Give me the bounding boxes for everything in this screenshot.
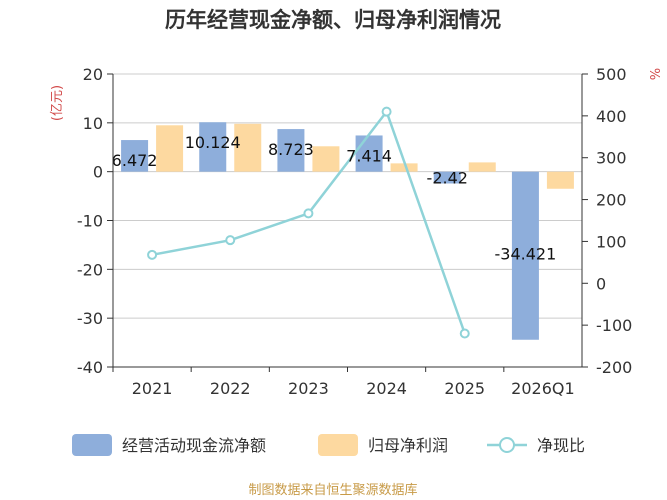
left-axis-tick-label: -10: [77, 212, 103, 231]
bar-cash-flow: [121, 140, 149, 172]
x-axis-tick-label: 2021: [132, 379, 173, 398]
right-axis-tick-label: 100: [596, 232, 627, 251]
ratio-point: [225, 235, 236, 246]
ratio-point: [459, 328, 470, 339]
bar-cash-flow: [433, 171, 461, 184]
left-axis-tick-label: -30: [77, 309, 103, 328]
legend-label: 归母净利润: [368, 436, 448, 455]
left-axis-tick-label: 0: [93, 163, 103, 182]
bar-net-profit: [312, 146, 340, 172]
ratio-point: [303, 208, 314, 219]
chart-title: 历年经营现金净额、归母净利润情况: [165, 8, 501, 32]
ratio-line: [147, 106, 470, 339]
legend-swatch: [72, 434, 112, 456]
bar-cash-flow: [199, 122, 227, 172]
right-axis-unit: %: [646, 68, 661, 80]
bar-cash-flow: [355, 135, 383, 172]
bar-net-profit: [234, 123, 262, 172]
legend-label: 经营活动现金流净额: [122, 436, 266, 455]
cash-flow-value-label: 7.414: [346, 146, 392, 165]
axes: 20100-10-20-30-40(亿元)5004003002001000-10…: [50, 65, 661, 398]
legend-swatch-marker: [499, 437, 515, 453]
bar-cash-flow: [277, 129, 305, 172]
left-axis-tick-label: -40: [77, 358, 103, 377]
right-axis-tick-label: 200: [596, 191, 627, 210]
cash-flow-value-label: -2.42: [427, 169, 468, 188]
right-axis-tick-label: 300: [596, 149, 627, 168]
cash-flow-value-label: 8.723: [268, 140, 314, 159]
cash-flow-value-label: -34.421: [495, 245, 557, 264]
bar-net-profit: [390, 163, 418, 172]
legend: 经营活动现金流净额 归母净利润 净现比: [72, 434, 585, 456]
left-axis-unit: (亿元): [50, 85, 65, 121]
x-axis-tick-label: 2023: [288, 379, 329, 398]
right-axis-tick-label: 0: [596, 274, 606, 293]
legend-label: 净现比: [537, 436, 585, 455]
right-axis-tick-label: -100: [596, 316, 632, 335]
left-axis-tick-label: 20: [83, 65, 103, 84]
bar-net-profit: [546, 171, 574, 189]
x-axis-tick-label: 2025: [444, 379, 485, 398]
right-axis-tick-label: -200: [596, 358, 632, 377]
data-labels: 6.472 10.124 8.723 7.414 -2.42 -34.421: [112, 133, 557, 263]
cash-flow-value-label: 6.472: [112, 151, 158, 170]
bar-net-profit: [468, 162, 496, 172]
grid: [113, 73, 582, 368]
x-axis-tick-label: 2026Q1: [511, 379, 575, 398]
x-axis-tick-label: 2022: [210, 379, 251, 398]
legend-swatch: [318, 434, 358, 456]
cash-flow-value-label: 10.124: [185, 133, 241, 152]
left-axis-tick-label: -20: [77, 260, 103, 279]
bar-net-profit: [156, 125, 184, 172]
right-axis-tick-label: 400: [596, 107, 627, 126]
ratio-point: [147, 249, 158, 260]
left-axis-tick-label: 10: [83, 114, 103, 133]
right-axis-tick-label: 500: [596, 65, 627, 84]
bars: [121, 122, 574, 340]
source-note: 制图数据来自恒生聚源数据库: [248, 482, 417, 498]
ratio-point: [381, 106, 392, 117]
bar-cash-flow: [511, 171, 539, 340]
x-axis-tick-label: 2024: [366, 379, 407, 398]
